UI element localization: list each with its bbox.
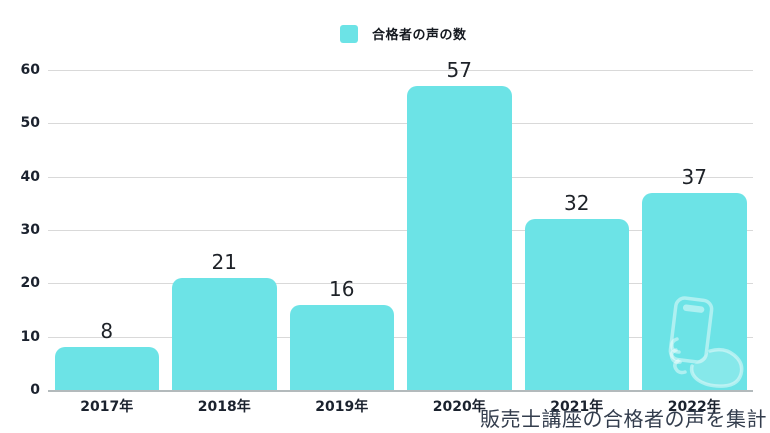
bar-value-label: 8 (100, 319, 114, 344)
x-tick-label: 2022年 (667, 399, 721, 415)
y-tick-label: 40 (20, 168, 40, 185)
bar-2018 (172, 278, 277, 390)
gridline (48, 70, 753, 71)
bar-2020 (407, 86, 512, 390)
bar-2022 (642, 192, 747, 390)
y-tick-label: 0 (30, 382, 40, 398)
bar-value-label: 21 (211, 250, 237, 274)
bar-2019 (289, 304, 394, 390)
y-tick-label: 20 (20, 275, 40, 292)
y-tick-label: 30 (20, 222, 40, 238)
y-tick-label: 50 (20, 115, 40, 132)
bar-value-label: 16 (329, 276, 355, 301)
x-tick-label: 2021年 (550, 399, 604, 415)
gridline (48, 123, 753, 125)
chart-caption: 販売士講座の合格者の声を集計 (480, 407, 767, 431)
x-tick-label: 2020年 (432, 399, 486, 415)
bar-value-label: 37 (681, 164, 707, 189)
gridline (48, 176, 753, 178)
x-axis-line (48, 390, 753, 392)
y-tick-label: 10 (20, 328, 40, 345)
x-tick-label: 2018年 (197, 399, 251, 415)
legend-swatch-icon (340, 24, 358, 43)
bar-2021 (524, 219, 629, 390)
x-tick-label: 2017年 (80, 399, 134, 415)
chart-legend: 合格者の声の数 (340, 24, 467, 43)
bar-2017 (54, 347, 159, 390)
y-tick-label: 60 (20, 62, 40, 78)
bar-value-label: 57 (446, 58, 472, 82)
gridline (48, 230, 753, 231)
gridline (48, 283, 753, 285)
x-tick-label: 2019年 (315, 399, 369, 415)
legend-label: 合格者の声の数 (372, 28, 467, 43)
gridline (48, 336, 753, 338)
bar-value-label: 32 (564, 191, 590, 216)
plot-area: 0 10 20 30 40 50 60 8 21 16 57 32 37 2017年 2018年 2019… (21, 58, 753, 415)
